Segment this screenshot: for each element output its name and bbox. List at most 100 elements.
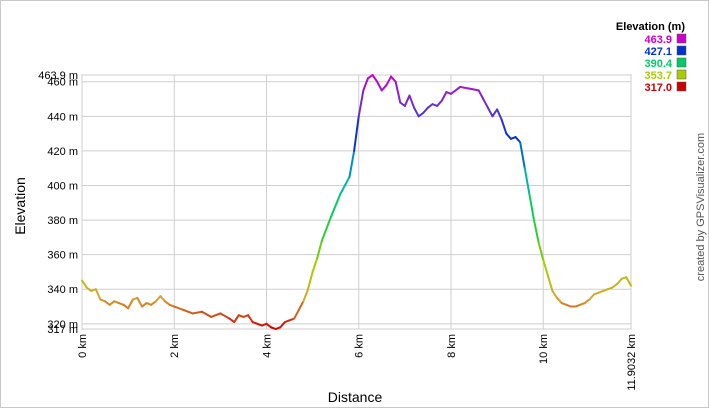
elevation-segment [449, 85, 462, 95]
y-tick-label: 440 m [47, 111, 78, 123]
elevation-segment [302, 288, 309, 303]
elevation-segment [514, 136, 522, 144]
elevation-segment [477, 89, 485, 101]
credit-text: created by GPSVisualizer.com [695, 133, 707, 281]
legend-value: 353.7 [644, 70, 672, 82]
elevation-segment [136, 296, 143, 308]
elevation-segment [546, 274, 554, 292]
y-tick-label: 360 m [47, 250, 78, 262]
elevation-segment [500, 118, 508, 135]
elevation-segment [159, 295, 167, 303]
elevation-segment [523, 167, 531, 196]
elevation-segment [154, 295, 162, 303]
elevation-segment [537, 241, 545, 261]
x-ticks: 0 km 2 km 4 km 6 km 8 km 10 km 11.9032 km [77, 334, 638, 391]
x-tick-label: 6 km [354, 334, 366, 358]
legend-swatch [676, 81, 687, 92]
legend-value: 427.1 [644, 46, 672, 58]
elevation-segment [376, 80, 383, 92]
elevation-segment [306, 270, 314, 291]
elevation-segment [233, 314, 240, 324]
elevation-segment [127, 298, 134, 310]
elevation-segment [385, 75, 393, 87]
elevation-segment [353, 115, 360, 152]
elevation-segment [616, 277, 623, 286]
elevation-segment [482, 98, 489, 109]
elevation-segment [440, 91, 448, 102]
elevation-segment [390, 75, 397, 83]
elevation-segment [316, 239, 323, 260]
elevation-segment [528, 193, 535, 222]
elevation-segment [362, 77, 369, 92]
elevation-segment [357, 89, 365, 118]
x-tick-label: 4 km [261, 334, 273, 358]
elevation-segment [380, 84, 388, 92]
y-tick-label: 400 m [47, 180, 78, 192]
elevation-segment [542, 258, 549, 277]
elevation-segment [468, 87, 480, 92]
elevation-segment [320, 215, 333, 242]
elevation-segment [551, 289, 559, 299]
elevation-segment [408, 94, 416, 109]
elevation-line [81, 74, 632, 330]
elevation-segment [371, 74, 379, 83]
elevation-segment [191, 310, 203, 315]
elevation-segment [394, 80, 402, 104]
elevation-segment [81, 279, 88, 289]
elevation-segment [459, 85, 471, 90]
elevation-segment [182, 308, 194, 315]
y-tick-label: 340 m [47, 284, 78, 296]
elevation-segment [219, 312, 231, 320]
elevation-segment [486, 106, 494, 118]
elevation-segment [588, 293, 595, 301]
y-axis-title: Elevation [12, 177, 28, 235]
legend-swatch [676, 57, 687, 68]
elevation-segment [496, 108, 503, 121]
elevation-segment [200, 310, 213, 318]
elevation-segment [210, 312, 222, 318]
plot-border [81, 74, 632, 330]
elevation-segment [413, 106, 420, 118]
y-tick-label: 460 m [47, 77, 78, 89]
elevation-segment [348, 149, 356, 178]
elevation-segment [247, 314, 254, 324]
legend-swatch [676, 45, 687, 56]
elevation-segment [403, 94, 411, 107]
elevation-segment [505, 132, 512, 140]
elevation-segment [532, 219, 540, 244]
legend-title: Elevation (m) [616, 21, 685, 33]
elevation-segment [556, 296, 563, 305]
grid [81, 74, 632, 330]
elevation-segment [339, 175, 351, 196]
elevation-segment [279, 321, 286, 329]
x-tick-label: 11.9032 km [626, 334, 638, 391]
legend-value: 463.9 [644, 34, 672, 46]
x-tick-label: 10 km [538, 334, 550, 364]
x-axis-title: Distance [328, 389, 383, 405]
legend-value: 390.4 [644, 58, 672, 70]
y-tick-label: 463.9 m [38, 70, 78, 82]
elevation-segment [625, 276, 632, 287]
legend-value: 317.0 [644, 82, 672, 94]
x-tick-label: 2 km [169, 334, 181, 358]
elevation-segment [519, 141, 526, 170]
elevation-segment [293, 300, 305, 320]
y-tick-label: 317 m [47, 324, 78, 336]
y-tick-label: 320 m [47, 319, 78, 331]
y-tick-label: 380 m [47, 215, 78, 227]
x-tick-label: 0 km [77, 334, 89, 358]
elevation-segment [436, 99, 443, 107]
legend-swatch [676, 33, 687, 44]
elevation-segment [311, 257, 319, 273]
elevation-segment [491, 108, 499, 118]
elevation-segment [422, 106, 429, 114]
elevation-segment [173, 305, 185, 311]
x-tick-label: 8 km [446, 334, 458, 358]
elevation-segment [94, 288, 102, 301]
elevation-segment [330, 193, 342, 218]
y-tick-label: 420 m [47, 146, 78, 158]
